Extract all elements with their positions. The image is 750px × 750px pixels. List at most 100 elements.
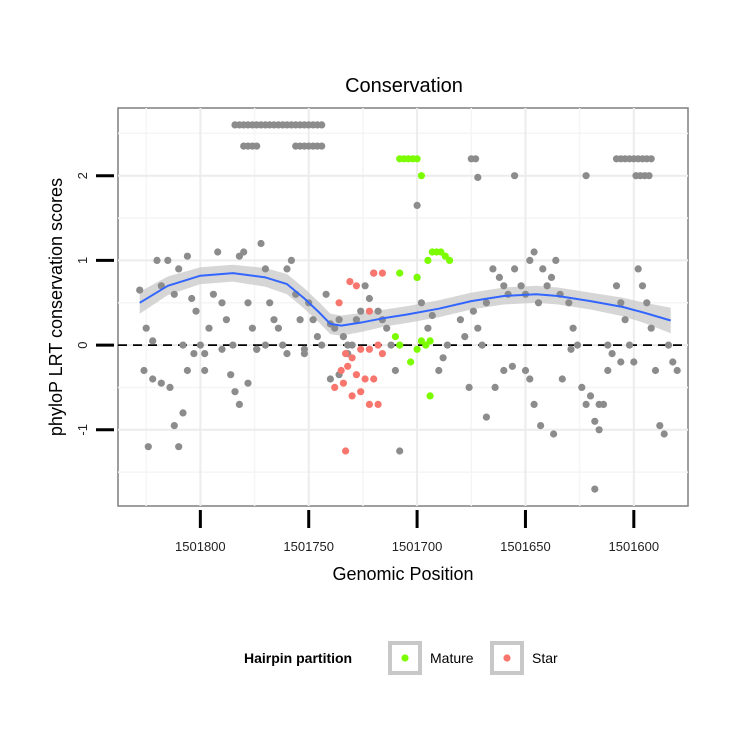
legend-label-mature: Mature: [430, 650, 474, 666]
point-other-181: [651, 366, 660, 375]
x-tick-label-2: 1501700: [392, 539, 443, 554]
point-other-111: [166, 383, 174, 391]
point-other-171: [608, 350, 616, 358]
point-other-183: [660, 430, 668, 438]
point-other-94: [335, 316, 343, 324]
point-star-11: [337, 366, 345, 375]
x-tick-label-1: 1501750: [283, 539, 334, 554]
point-star-5: [365, 307, 373, 315]
legend-dot-mature: [401, 654, 409, 662]
point-other-117: [201, 366, 209, 375]
point-other-163: [573, 341, 582, 349]
point-other-78: [266, 299, 274, 307]
point-star-12: [344, 362, 352, 370]
point-other-126: [300, 350, 308, 358]
point-other-31: [318, 142, 326, 150]
point-star-19: [348, 392, 356, 400]
point-other-131: [396, 447, 404, 455]
point-other-63: [196, 341, 204, 349]
point-star-8: [357, 345, 365, 353]
confidence-band-layer: [139, 264, 671, 336]
point-other-127: [326, 375, 334, 383]
point-other-145: [482, 299, 490, 307]
point-other-52: [142, 324, 150, 332]
point-other-33: [472, 155, 480, 163]
point-other-119: [227, 371, 235, 379]
point-star-20: [357, 388, 365, 396]
point-other-165: [582, 400, 590, 408]
point-other-133: [417, 299, 425, 307]
point-other-140: [461, 333, 469, 341]
point-star-21: [365, 400, 373, 408]
point-mature-20: [417, 337, 425, 345]
point-other-185: [669, 358, 677, 366]
point-other-156: [539, 265, 547, 273]
point-star-14: [361, 375, 369, 383]
point-other-50: [413, 201, 421, 209]
point-star-4: [378, 269, 386, 277]
point-other-134: [424, 324, 432, 332]
point-other-108: [144, 443, 152, 451]
point-other-174: [621, 316, 629, 324]
legend-entry-mature: Mature: [388, 641, 474, 675]
point-other-147: [495, 273, 503, 281]
point-other-81: [279, 341, 287, 349]
point-other-124: [261, 341, 269, 349]
point-other-66: [209, 290, 217, 298]
legend-label-star: Star: [532, 650, 558, 666]
point-other-168: [595, 426, 603, 434]
point-other-95: [339, 333, 347, 341]
point-other-188: [491, 383, 499, 391]
point-star-18: [339, 379, 347, 387]
point-mature-4: [413, 155, 421, 163]
smooth-line: [139, 272, 671, 327]
point-other-170: [604, 366, 612, 375]
point-other-85: [296, 316, 304, 324]
point-other-151: [517, 282, 525, 290]
point-other-24: [253, 142, 261, 150]
x-axis-title: Genomic Position: [332, 564, 473, 584]
point-other-164: [578, 383, 586, 391]
point-mature-5: [417, 172, 425, 180]
point-other-51: [136, 286, 144, 294]
point-other-157: [543, 282, 551, 290]
point-star-10: [374, 341, 382, 349]
legend-title: Hairpin partition: [244, 650, 352, 666]
points-layer: [136, 121, 681, 493]
point-mature-17: [413, 345, 421, 353]
x-axis: 1501800 1501750 1501700 1501650 1501600: [175, 510, 659, 554]
point-other-34: [510, 172, 519, 180]
point-other-194: [537, 422, 545, 430]
point-other-150: [510, 265, 519, 273]
point-other-77: [261, 265, 269, 273]
point-other-115: [183, 366, 191, 375]
point-other-59: [179, 341, 187, 349]
point-other-199: [595, 400, 603, 408]
x-tick-label-0: 1501800: [175, 539, 226, 554]
point-other-186: [673, 366, 681, 375]
point-star-13: [352, 371, 360, 379]
point-star-22: [374, 400, 382, 408]
point-other-172: [612, 282, 621, 290]
point-other-67: [214, 248, 222, 256]
point-other-123: [253, 345, 261, 353]
point-other-93: [331, 324, 339, 332]
point-other-182: [656, 422, 664, 430]
point-other-98: [352, 316, 360, 324]
point-other-100: [361, 282, 369, 290]
point-other-167: [591, 417, 599, 425]
point-other-101: [365, 294, 373, 303]
point-other-125: [283, 350, 291, 358]
point-star-17: [331, 383, 339, 391]
point-star-3: [370, 269, 378, 277]
point-other-137: [439, 354, 447, 362]
point-other-193: [530, 400, 538, 408]
point-other-105: [383, 324, 391, 332]
point-other-68: [218, 299, 226, 307]
point-other-196: [558, 375, 566, 383]
point-other-110: [157, 379, 165, 387]
point-other-177: [634, 265, 642, 273]
legend: Hairpin partition Mature Star: [244, 641, 558, 675]
point-other-201: [617, 358, 625, 366]
point-other-198: [591, 485, 599, 493]
